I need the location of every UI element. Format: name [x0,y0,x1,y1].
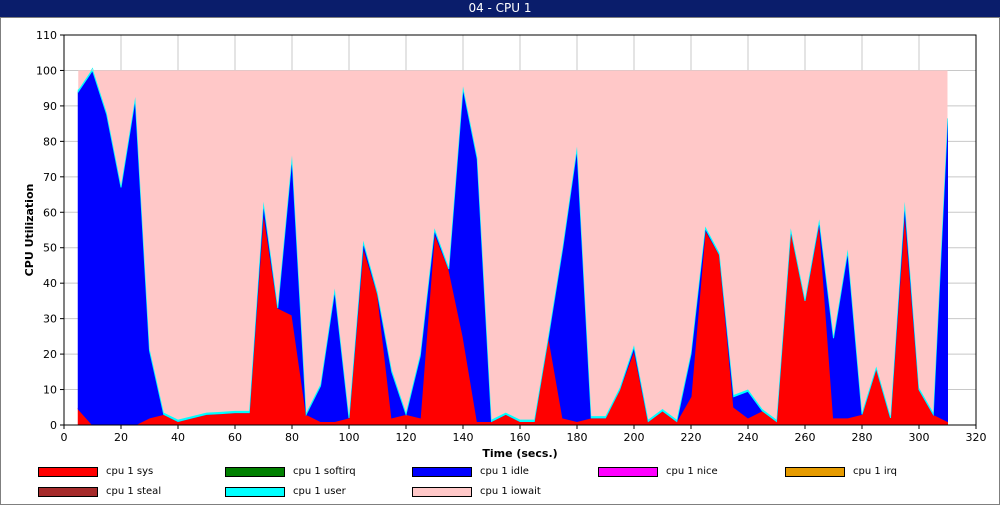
y-tick-label-0: 0 [50,419,57,432]
y-tick-label-30: 30 [43,313,57,326]
y-tick-label-100: 100 [36,64,57,77]
y-tick-label-80: 80 [43,135,57,148]
x-tick-label-160: 160 [510,431,531,444]
x-tick-label-40: 40 [171,431,185,444]
y-tick-label-50: 50 [43,242,57,255]
x-axis-label: Time (secs.) [482,447,557,460]
y-tick-label-110: 110 [36,29,57,42]
y-tick-label-70: 70 [43,171,57,184]
y-tick-label-60: 60 [43,206,57,219]
x-tick-label-320: 320 [966,431,987,444]
y-tick-label-40: 40 [43,277,57,290]
x-tick-label-100: 100 [339,431,360,444]
y-tick-label-90: 90 [43,100,57,113]
x-tick-label-240: 240 [738,431,759,444]
x-tick-label-20: 20 [114,431,128,444]
series-area-cpu-1-iowait [78,68,948,420]
y-tick-label-10: 10 [43,384,57,397]
x-tick-label-200: 200 [624,431,645,444]
x-tick-label-120: 120 [396,431,417,444]
y-tick-label-20: 20 [43,348,57,361]
x-tick-label-140: 140 [453,431,474,444]
series-area-cpu-1-user [77,67,948,423]
x-tick-label-80: 80 [285,431,299,444]
x-tick-label-280: 280 [852,431,873,444]
x-tick-label-220: 220 [681,431,702,444]
y-axis-label: CPU Utilization [23,184,36,277]
x-tick-label-300: 300 [909,431,930,444]
x-tick-label-0: 0 [61,431,68,444]
x-tick-label-260: 260 [795,431,816,444]
x-tick-label-180: 180 [567,431,588,444]
x-tick-label-60: 60 [228,431,242,444]
window-title: 04 - CPU 1 [0,0,1000,17]
